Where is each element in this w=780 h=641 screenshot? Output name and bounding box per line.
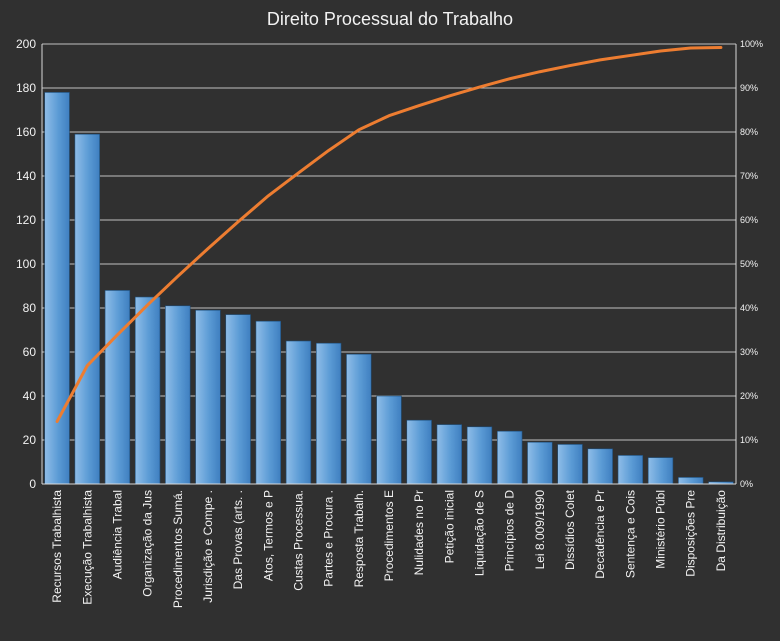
x-tick-label: Custas Processua. [291,490,305,591]
bars [44,92,734,485]
bar [315,342,342,485]
y-tick-label: 60 [23,345,37,359]
x-tick-label: Organização da Jus [141,490,155,597]
bar [255,320,281,485]
x-tick-label: Procedimentos Sumá. [171,490,185,608]
bar [406,419,432,485]
y2-tick-label: 0% [740,479,753,489]
y2-tick-label: 60% [740,215,758,225]
bar [285,340,312,485]
bar [678,477,704,485]
chart-title: Direito Processual do Trabalho [267,9,513,29]
cumulative-percent-line [55,46,723,424]
bar [165,305,191,485]
x-tick-label: Ministério Públ [654,490,668,569]
y2-tick-label: 30% [740,347,758,357]
x-tick-label: Liquidação de S [473,490,487,576]
y2-tick-label: 20% [740,391,758,401]
x-tick-label: Resposta Trabalh. [352,490,366,587]
y-tick-label: 20 [23,433,37,447]
bar [497,430,523,485]
y-tick-label: 40 [23,389,37,403]
x-tick-label: Petição inicial [442,490,456,563]
y2-tick-label: 10% [740,435,758,445]
y-tick-label: 120 [16,213,36,227]
y2-tick-label: 90% [740,83,758,93]
bar [557,444,583,485]
y-tick-label: 200 [16,37,36,51]
x-tick-label: Da Distribuição [714,490,728,572]
axes: 0 20 40 60 80 100 120 140 160 180 200 0% 10% 20% 30% 40… [16,37,763,491]
x-tick-label: Jurisdição e Compe . [201,490,215,603]
y-tick-label: 160 [16,125,36,139]
bar [587,448,613,485]
bar [466,426,493,485]
x-tick-label: Decadência e Pr [593,490,607,579]
category-labels: Recursos Trabalhista Execução Trabalhista… [50,489,728,608]
y2-tick-label: 70% [740,171,758,181]
x-tick-label: Princípios de D [503,490,517,572]
y2-tick-label: 100% [740,39,763,49]
y2-tick-label: 40% [740,303,758,313]
bar [74,133,100,485]
x-tick-label: Lei 8.009/1990 [533,490,547,570]
bar [104,290,131,485]
cumulative-line [55,46,723,424]
bar [376,395,402,485]
y2-tick-label: 80% [740,127,758,137]
x-tick-label: Procedimentos E [382,490,396,581]
bar [195,309,221,485]
x-tick-label: Das Provas (arts. . [231,490,245,589]
bar [346,353,372,485]
y-tick-label: 180 [16,81,36,95]
y-tick-label: 140 [16,169,36,183]
y-tick-label: 80 [23,301,37,315]
x-tick-label: Disposições Pre [684,490,698,577]
bar [44,92,70,485]
x-tick-label: Nulidades no Pr [412,490,426,575]
y2-tick-label: 50% [740,259,758,269]
bar [617,455,644,485]
bar [134,296,161,485]
x-tick-label: Partes e Procura . [322,490,336,587]
x-tick-label: Audiência Trabal [110,490,124,579]
x-tick-label: Sentença e Cois [623,490,637,578]
y-tick-label: 100 [16,257,36,271]
x-tick-label: Dissídios Colet [563,489,577,570]
bar [225,314,251,485]
x-tick-label: Execução Trabalhista [80,490,94,605]
bar [436,424,463,485]
x-tick-label: Recursos Trabalhista [50,490,64,603]
y-tick-label: 0 [29,477,36,491]
bar [647,457,674,485]
bar [527,441,553,485]
x-tick-label: Atos, Termos e P [261,490,275,581]
